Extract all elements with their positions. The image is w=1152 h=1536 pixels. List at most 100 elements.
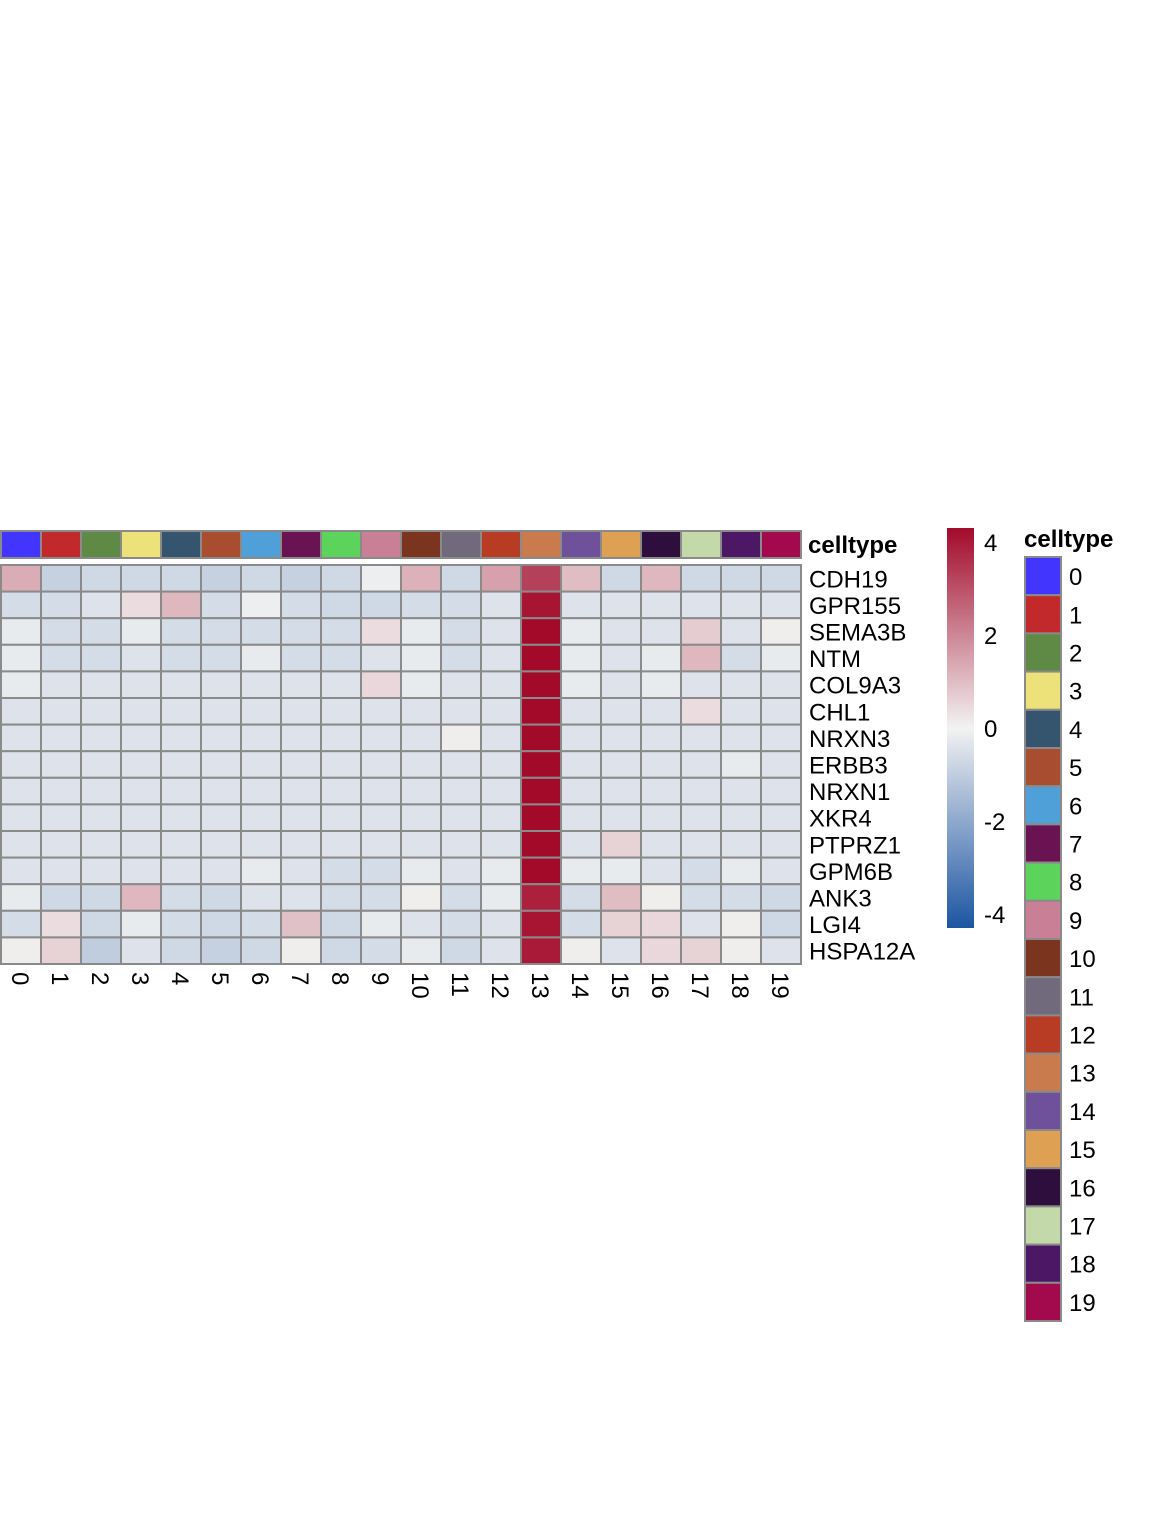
legend-label: 11 <box>1069 984 1094 1011</box>
heatmap-cell <box>360 936 402 966</box>
annotation-cell <box>360 530 402 559</box>
column-label: 6 <box>246 972 273 985</box>
heatmap-cell <box>0 670 42 700</box>
heatmap-cell <box>160 909 202 939</box>
heatmap-cell <box>320 883 362 912</box>
heatmap-cell <box>320 936 362 966</box>
heatmap-cell <box>640 936 682 966</box>
colorbar-tick-label: -4 <box>984 902 1005 929</box>
legend-label: 10 <box>1069 946 1096 973</box>
heatmap-cell <box>560 776 602 806</box>
legend-swatch <box>1024 938 1062 979</box>
heatmap-cell <box>200 670 242 700</box>
heatmap-cell <box>480 617 522 646</box>
heatmap-cell <box>80 830 122 859</box>
heatmap-cell <box>40 564 82 593</box>
heatmap-cell <box>200 697 242 726</box>
heatmap-cell <box>40 723 82 753</box>
heatmap-cell <box>320 803 362 833</box>
heatmap-cell <box>520 856 562 886</box>
annotation-title: celltype <box>808 532 897 559</box>
heatmap-cell <box>360 776 402 806</box>
heatmap-cell <box>520 909 562 939</box>
heatmap-cell <box>240 936 282 966</box>
row-label: COL9A3 <box>809 673 901 700</box>
column-label: 9 <box>366 972 393 985</box>
heatmap-cell <box>440 643 482 673</box>
heatmap-cell <box>400 590 442 620</box>
heatmap-cell <box>560 723 602 753</box>
heatmap-cell <box>560 803 602 833</box>
heatmap-cell <box>240 723 282 753</box>
heatmap-cell <box>320 856 362 886</box>
row-label: LGI4 <box>809 912 861 939</box>
heatmap-cell <box>400 803 442 833</box>
legend-label: 5 <box>1069 755 1082 782</box>
column-label: 4 <box>166 972 193 985</box>
heatmap-cell <box>40 856 82 886</box>
annotation-cell <box>40 530 82 559</box>
heatmap-cell <box>320 723 362 753</box>
heatmap-cell <box>520 643 562 673</box>
colorbar-tick-label: 0 <box>984 716 997 743</box>
heatmap-cell <box>480 643 522 673</box>
heatmap-cell <box>280 723 322 753</box>
heatmap-cell <box>240 590 282 620</box>
heatmap-cell <box>80 670 122 700</box>
annotation-cell <box>160 530 202 559</box>
column-label: 5 <box>206 972 233 985</box>
heatmap-cell <box>320 617 362 646</box>
row-label: NRXN1 <box>809 779 890 806</box>
heatmap-cell <box>280 776 322 806</box>
heatmap-cell <box>720 936 762 966</box>
heatmap-cell <box>160 697 202 726</box>
heatmap-cell <box>360 617 402 646</box>
heatmap-cell <box>200 723 242 753</box>
heatmap-cell <box>560 830 602 859</box>
heatmap-cell <box>760 830 802 859</box>
heatmap-cell <box>0 776 42 806</box>
heatmap-cell <box>600 830 642 859</box>
heatmap-cell <box>120 643 162 673</box>
annotation-cell <box>280 530 322 559</box>
heatmap-cell <box>560 856 602 886</box>
heatmap-cell <box>200 936 242 966</box>
heatmap-cell <box>280 803 322 833</box>
heatmap-cell <box>480 936 522 966</box>
heatmap-cell <box>600 936 642 966</box>
heatmap-cell <box>560 564 602 593</box>
annotation-cell <box>680 530 722 559</box>
heatmap-cell <box>360 723 402 753</box>
heatmap-cell <box>160 776 202 806</box>
heatmap-cell <box>680 670 722 700</box>
heatmap-cell <box>200 643 242 673</box>
heatmap-cell <box>480 750 522 779</box>
heatmap-cell <box>720 564 762 593</box>
heatmap-cell <box>0 617 42 646</box>
heatmap-cell <box>0 803 42 833</box>
heatmap-cell <box>360 697 402 726</box>
heatmap-cell <box>80 617 122 646</box>
heatmap-cell <box>400 697 442 726</box>
heatmap-cell <box>240 617 282 646</box>
row-label: GPM6B <box>809 859 893 886</box>
heatmap-cell <box>240 564 282 593</box>
heatmap-cell <box>280 564 322 593</box>
heatmap-cell <box>280 936 322 966</box>
heatmap-cell <box>760 617 802 646</box>
heatmap-cell <box>480 697 522 726</box>
legend-swatch <box>1024 861 1062 902</box>
heatmap-cell <box>200 590 242 620</box>
heatmap-cell <box>720 590 762 620</box>
heatmap-cell <box>120 697 162 726</box>
heatmap-cell <box>360 590 402 620</box>
heatmap-cell <box>560 590 602 620</box>
heatmap-cell <box>760 643 802 673</box>
column-label: 11 <box>446 972 473 997</box>
heatmap-cell <box>640 643 682 673</box>
heatmap-cell <box>160 670 202 700</box>
colorbar-tick-label: 2 <box>984 623 997 650</box>
heatmap-cell <box>280 617 322 646</box>
heatmap-cell <box>680 643 722 673</box>
heatmap-cell <box>600 697 642 726</box>
